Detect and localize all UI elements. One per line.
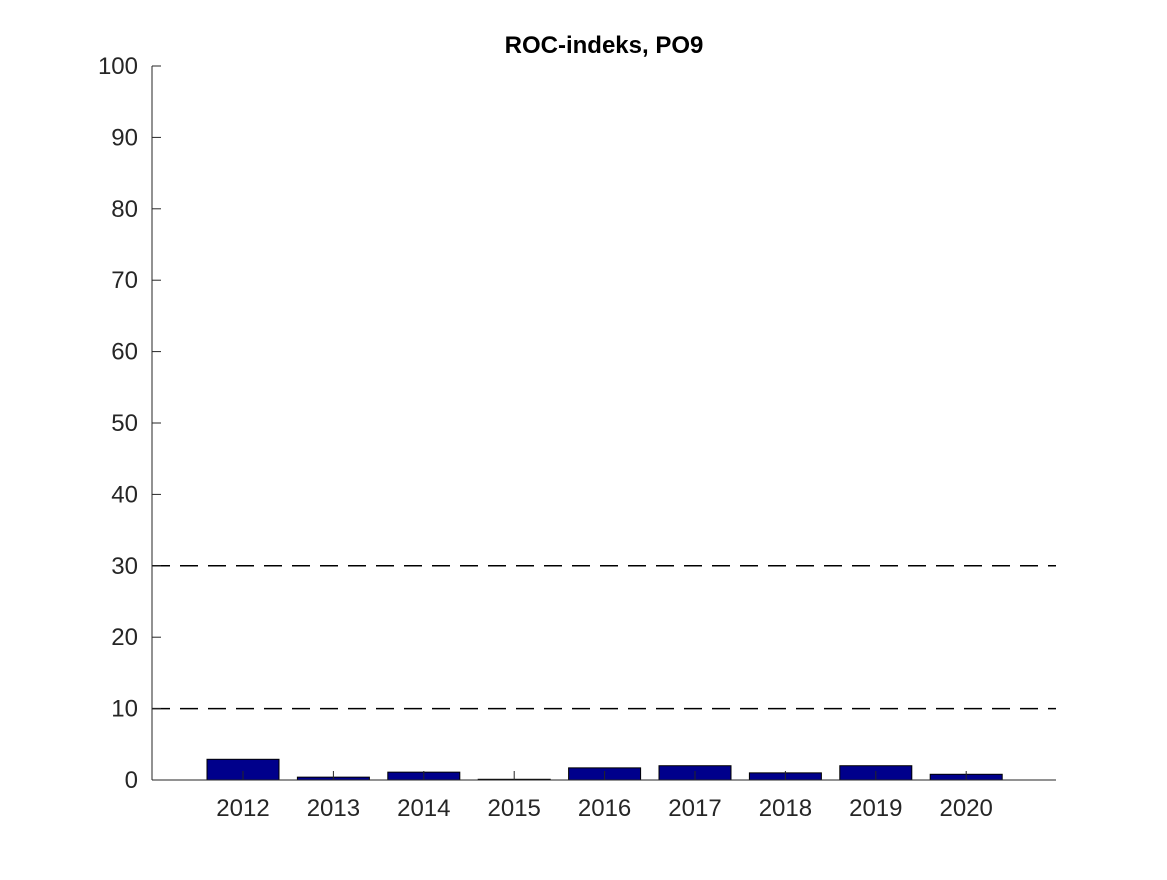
x-tick-label: 2018 bbox=[759, 795, 812, 822]
y-tick-label: 100 bbox=[98, 53, 138, 80]
x-tick-label: 2015 bbox=[488, 795, 541, 822]
x-tick-label: 2014 bbox=[397, 795, 450, 822]
y-tick-label: 80 bbox=[111, 196, 138, 223]
y-tick-label: 0 bbox=[125, 767, 138, 794]
y-tick-label: 90 bbox=[111, 124, 138, 151]
x-tick-label: 2012 bbox=[216, 795, 269, 822]
chart-title: ROC-indeks, PO9 bbox=[505, 32, 704, 59]
x-tick-label: 2019 bbox=[849, 795, 902, 822]
x-tick-label: 2013 bbox=[307, 795, 360, 822]
x-tick-label: 2017 bbox=[668, 795, 721, 822]
y-tick-label: 60 bbox=[111, 339, 138, 366]
y-tick-label: 20 bbox=[111, 624, 138, 651]
y-tick-label: 10 bbox=[111, 696, 138, 723]
y-tick-label: 50 bbox=[111, 410, 138, 437]
x-tick-label: 2016 bbox=[578, 795, 631, 822]
x-tick-label: 2020 bbox=[940, 795, 993, 822]
y-tick-label: 70 bbox=[111, 267, 138, 294]
y-tick-label: 40 bbox=[111, 481, 138, 508]
y-tick-label: 30 bbox=[111, 553, 138, 580]
